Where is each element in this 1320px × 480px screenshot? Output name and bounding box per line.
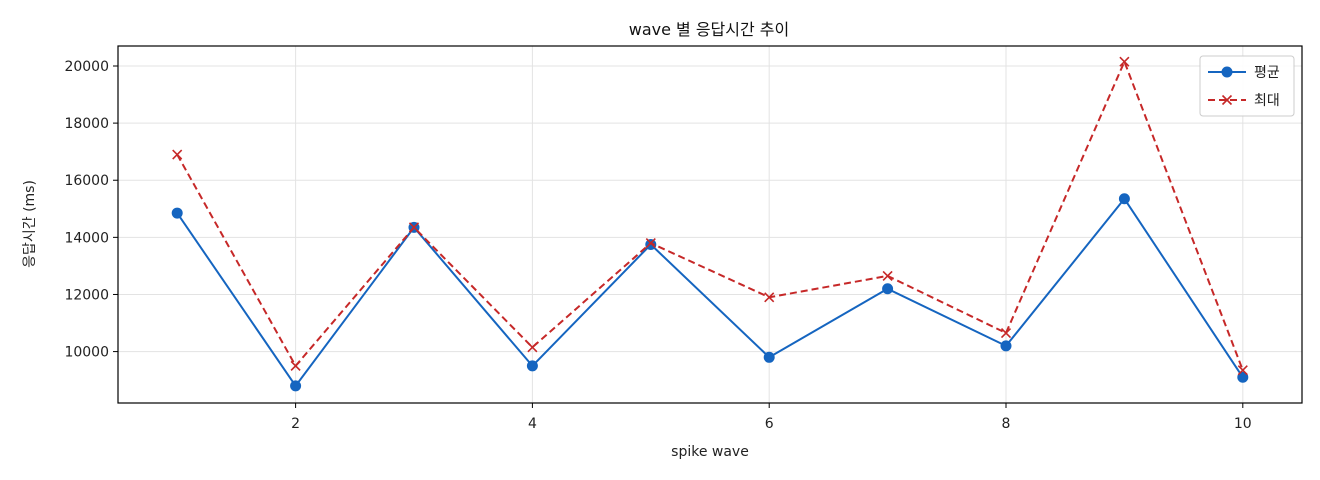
x-axis-label: spike wave	[671, 444, 749, 460]
series-line	[176, 60, 1244, 371]
data-point	[527, 342, 538, 353]
y-tick-label: 12000	[64, 287, 109, 303]
y-axis-label: 응답시간 (ms)	[22, 180, 38, 268]
data-point	[763, 351, 775, 363]
data-point	[1237, 365, 1248, 376]
data-point	[526, 360, 538, 372]
data-point	[1000, 340, 1012, 352]
data-point	[1000, 327, 1012, 339]
data-point	[1237, 371, 1249, 383]
data-point	[172, 149, 183, 160]
legend-circle-marker	[1221, 66, 1233, 78]
data-point	[764, 292, 775, 303]
legend-item-average: 평균	[1208, 65, 1280, 81]
y-tick-label: 18000	[64, 116, 109, 132]
data-point	[290, 380, 302, 392]
y-tick-label: 20000	[64, 59, 109, 75]
x-tick-label: 4	[528, 416, 537, 432]
series-layer	[171, 56, 1249, 392]
legend-x-marker	[1221, 94, 1233, 106]
chart-title: wave 별 응답시간 추이	[629, 20, 790, 39]
y-tick-label: 10000	[64, 345, 109, 361]
legend-item-maximum: 최대	[1208, 93, 1280, 109]
legend-label: 평균	[1254, 65, 1280, 81]
x-tick-label: 10	[1234, 416, 1252, 432]
legend-label: 최대	[1254, 93, 1280, 109]
data-point	[290, 360, 301, 371]
legend-box	[1199, 55, 1295, 117]
data-point	[645, 238, 657, 250]
data-point	[882, 283, 894, 295]
x-tick-label: 6	[765, 416, 774, 432]
data-point	[645, 237, 656, 249]
x-tick-label: 8	[1002, 416, 1011, 432]
y-tick-label: 16000	[64, 173, 109, 189]
x-tick-label: 2	[291, 416, 300, 432]
series-line	[176, 197, 1244, 387]
data-point	[1118, 193, 1130, 205]
data-point	[1119, 56, 1130, 67]
y-tick-label: 14000	[64, 230, 109, 246]
grid-layer	[118, 46, 1302, 403]
data-point	[882, 270, 893, 281]
data-point	[171, 207, 183, 219]
data-point	[408, 222, 420, 233]
plot-area-frame	[117, 45, 1303, 404]
axis-ticks: 2 4 6 8 10 10000 12000 14000 16000 18000 20000	[64, 59, 1251, 432]
series-maximum	[172, 56, 1248, 376]
series-average	[171, 193, 1249, 392]
